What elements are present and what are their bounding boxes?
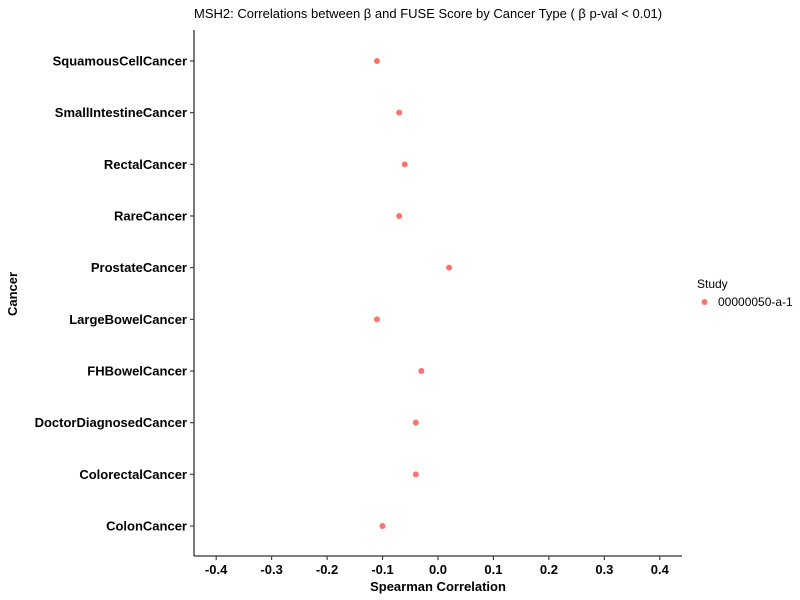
y-tick-label: ColonCancer [106, 519, 187, 534]
data-points [374, 58, 453, 529]
y-tick-label: ColorectalCancer [79, 467, 187, 482]
x-tick-label: 0.2 [540, 562, 558, 577]
data-point [379, 523, 386, 529]
y-tick-label: LargeBowelCancer [69, 312, 187, 327]
y-tick-label: SquamousCellCancer [53, 54, 187, 69]
y-tick-label: RareCancer [114, 209, 187, 224]
x-axis: -0.4 -0.3 -0.2 -0.1 0.0 0.1 0.2 0.3 0.4 [194, 555, 682, 577]
x-tick-label: 0.0 [429, 562, 447, 577]
y-tick-label: RectalCancer [104, 157, 187, 172]
y-tick-label: DoctorDiagnosedCancer [35, 415, 187, 430]
data-point [374, 316, 380, 323]
x-tick-label: -0.4 [205, 562, 228, 577]
data-point [418, 368, 425, 374]
x-tick-label: -0.2 [316, 562, 338, 577]
data-point [446, 264, 453, 271]
data-point [412, 419, 419, 426]
data-point [401, 161, 408, 168]
legend: Study 00000050-a-1 [697, 277, 793, 309]
data-point [412, 471, 419, 478]
legend-key [701, 299, 708, 305]
x-tick-label: -0.3 [260, 562, 282, 577]
y-tick-label: SmallIntestineCancer [55, 105, 187, 120]
y-tick-label: ProstateCancer [91, 260, 187, 275]
chart-title: MSH2: Correlations between β and FUSE Sc… [194, 6, 662, 21]
legend-title: Study [697, 277, 728, 291]
legend-label: 00000050-a-1 [718, 295, 793, 309]
x-tick-label: -0.1 [371, 562, 393, 577]
data-point [396, 213, 403, 219]
x-tick-label: 0.4 [651, 562, 670, 577]
y-axis: ColonCancer ColorectalCancer DoctorDiagnos… [35, 30, 195, 556]
x-tick-label: 0.3 [595, 562, 613, 577]
y-tick-label: FHBowelCancer [87, 364, 187, 379]
data-point [374, 58, 380, 64]
y-axis-title: Cancer [5, 272, 20, 316]
x-axis-title: Spearman Correlation [370, 579, 506, 594]
data-point [396, 109, 403, 116]
x-tick-label: 0.1 [484, 562, 502, 577]
